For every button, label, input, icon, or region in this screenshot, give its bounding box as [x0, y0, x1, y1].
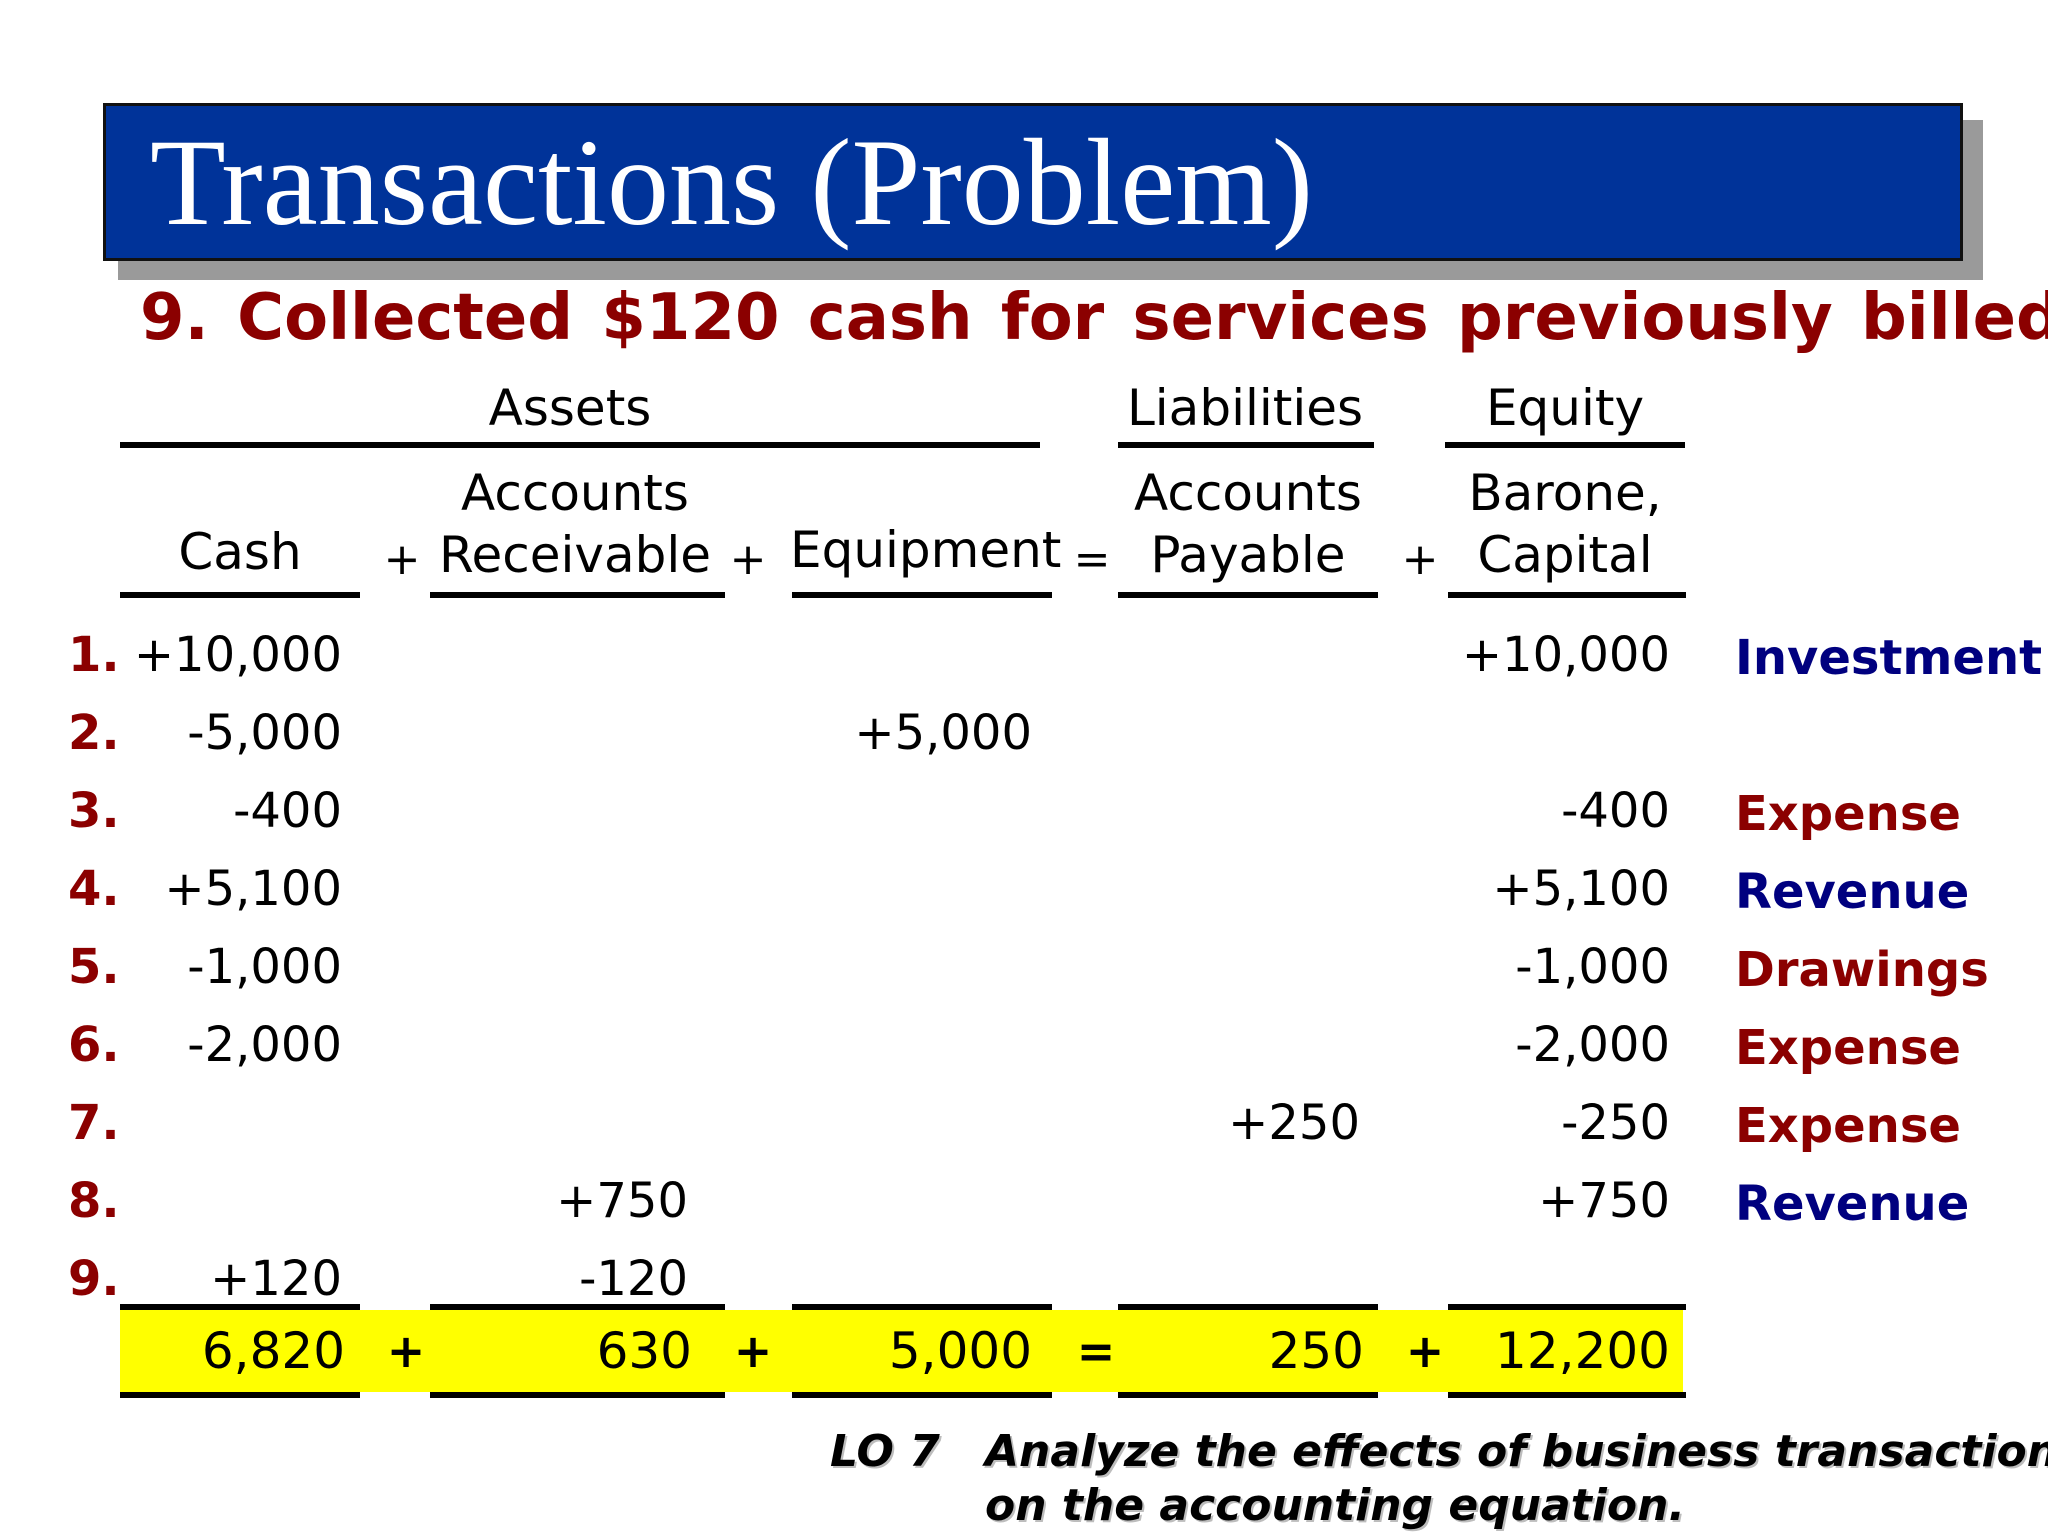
row-number: 3. — [68, 783, 120, 839]
row-tag: Revenue — [1735, 1176, 1970, 1232]
title-banner — [103, 103, 1963, 261]
cell-ar: +750 — [556, 1173, 688, 1229]
row-number: 1. — [68, 627, 120, 683]
cell-capital: -400 — [1561, 783, 1670, 839]
rule-capital — [1448, 592, 1686, 598]
cell-capital: +10,000 — [1461, 627, 1670, 683]
rule-total-ap-top — [1118, 1304, 1378, 1310]
row-number: 7. — [68, 1095, 120, 1151]
row-tag: Expense — [1735, 786, 1961, 842]
header-capital-line1: Barone, — [1468, 464, 1662, 522]
row-number: 8. — [68, 1173, 120, 1229]
row-number: 5. — [68, 939, 120, 995]
total-plus-3: + — [1405, 1324, 1445, 1378]
row-tag: Drawings — [1735, 942, 1989, 998]
totals-highlight — [120, 1310, 1683, 1392]
rule-total-ap-bottom — [1118, 1392, 1378, 1398]
cell-cash: -5,000 — [187, 705, 342, 761]
rule-liabilities — [1118, 442, 1374, 448]
rule-ar — [430, 592, 725, 598]
header-equals: = — [1073, 534, 1111, 585]
cell-cash: +120 — [210, 1251, 342, 1307]
header-ap-line2: Payable — [1150, 526, 1346, 584]
header-plus-1: + — [383, 534, 421, 585]
total-cash: 6,820 — [201, 1322, 345, 1380]
row-number: 2. — [68, 705, 120, 761]
cell-capital: -2,000 — [1515, 1017, 1670, 1073]
rule-total-cash-bottom — [120, 1392, 360, 1398]
header-ar-line2: Receivable — [438, 526, 712, 584]
total-equals: = — [1076, 1324, 1116, 1378]
header-ar-line1: Accounts — [461, 464, 689, 522]
row-tag: Investment — [1735, 630, 2043, 686]
header-plus-2: + — [729, 534, 767, 585]
header-ap-line1: Accounts — [1134, 464, 1362, 522]
rule-total-capital-bottom — [1448, 1392, 1686, 1398]
rule-total-equipment-bottom — [792, 1392, 1052, 1398]
group-assets: Assets — [488, 379, 652, 437]
row-number: 4. — [68, 861, 120, 917]
cell-capital: +750 — [1538, 1173, 1670, 1229]
cell-cash: +10,000 — [133, 627, 342, 683]
cell-cash: +5,100 — [164, 861, 342, 917]
header-equipment: Equipment — [790, 521, 1062, 579]
rule-cash — [120, 592, 360, 598]
header-cash: Cash — [178, 523, 302, 581]
group-equity: Equity — [1485, 379, 1645, 437]
total-ap: 250 — [1268, 1322, 1364, 1380]
cell-cash: -400 — [233, 783, 342, 839]
cell-capital: +5,100 — [1492, 861, 1670, 917]
rule-equity — [1445, 442, 1685, 448]
total-ar: 630 — [596, 1322, 692, 1380]
header-plus-3: + — [1401, 534, 1439, 585]
rule-total-capital-top — [1448, 1304, 1686, 1310]
cell-ap: +250 — [1228, 1095, 1360, 1151]
problem-statement: 9. Collected $120 cash for services prev… — [140, 281, 2048, 355]
cell-capital: -250 — [1561, 1095, 1670, 1151]
rule-ap — [1118, 592, 1378, 598]
total-plus-1: + — [386, 1324, 426, 1378]
rule-total-ar-bottom — [430, 1392, 725, 1398]
rule-assets — [120, 442, 1040, 448]
cell-cash: -2,000 — [187, 1017, 342, 1073]
cell-equipment: +5,000 — [854, 705, 1032, 761]
cell-cash: -1,000 — [187, 939, 342, 995]
header-capital-line2: Capital — [1477, 526, 1653, 584]
total-equipment: 5,000 — [888, 1322, 1032, 1380]
rule-total-cash-top — [120, 1304, 360, 1310]
group-liabilities: Liabilities — [1126, 379, 1364, 437]
rule-total-ar-top — [430, 1304, 725, 1310]
rule-total-equipment-top — [792, 1304, 1052, 1310]
slide-title: Transactions (Problem) — [150, 114, 1313, 251]
row-tag: Expense — [1735, 1020, 1961, 1076]
row-tag: Expense — [1735, 1098, 1961, 1154]
row-tag: Revenue — [1735, 864, 1970, 920]
total-capital: 12,200 — [1495, 1322, 1670, 1380]
total-plus-2: + — [733, 1324, 773, 1378]
cell-capital: -1,000 — [1515, 939, 1670, 995]
rule-equipment — [792, 592, 1052, 598]
cell-ar: -120 — [579, 1251, 688, 1307]
learning-objective-code: LO 7 — [830, 1426, 940, 1477]
row-number: 6. — [68, 1017, 120, 1073]
learning-objective-line2: on the accounting equation. — [985, 1480, 1686, 1531]
row-number: 9. — [68, 1251, 120, 1307]
learning-objective-line1: Analyze the effects of business transact… — [985, 1426, 2048, 1477]
